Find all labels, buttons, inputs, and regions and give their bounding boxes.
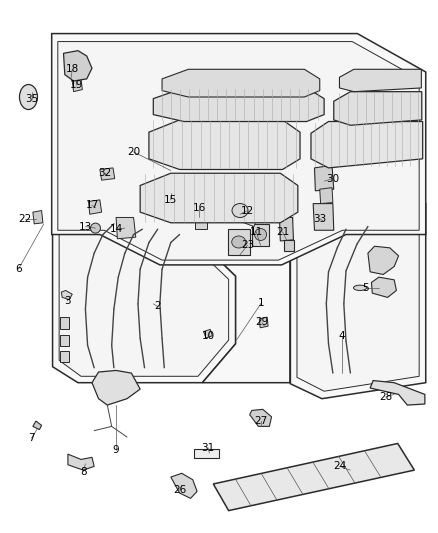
Polygon shape bbox=[153, 88, 324, 122]
Polygon shape bbox=[60, 317, 69, 329]
Polygon shape bbox=[162, 69, 320, 97]
Text: 27: 27 bbox=[254, 416, 267, 426]
Text: 20: 20 bbox=[127, 147, 140, 157]
Ellipse shape bbox=[254, 229, 267, 240]
Polygon shape bbox=[228, 229, 250, 255]
Text: 33: 33 bbox=[313, 214, 326, 223]
Text: 14: 14 bbox=[110, 224, 123, 234]
Polygon shape bbox=[33, 211, 43, 224]
Ellipse shape bbox=[91, 223, 100, 233]
Polygon shape bbox=[64, 51, 92, 81]
Text: 11: 11 bbox=[250, 227, 263, 237]
Text: 12: 12 bbox=[241, 206, 254, 215]
Polygon shape bbox=[339, 69, 421, 92]
Text: 1: 1 bbox=[258, 298, 265, 308]
Polygon shape bbox=[204, 329, 212, 338]
Polygon shape bbox=[53, 165, 236, 383]
Text: 28: 28 bbox=[379, 392, 392, 402]
Polygon shape bbox=[100, 168, 115, 180]
Polygon shape bbox=[59, 172, 229, 376]
Polygon shape bbox=[311, 122, 423, 168]
Polygon shape bbox=[72, 79, 82, 92]
Ellipse shape bbox=[232, 236, 246, 248]
Polygon shape bbox=[171, 473, 197, 498]
Text: 2: 2 bbox=[154, 302, 161, 311]
Text: 9: 9 bbox=[113, 446, 120, 455]
Text: 18: 18 bbox=[66, 64, 79, 74]
Polygon shape bbox=[166, 179, 180, 193]
Text: 8: 8 bbox=[80, 467, 87, 477]
Text: 17: 17 bbox=[85, 200, 99, 210]
Polygon shape bbox=[60, 351, 69, 362]
Text: 19: 19 bbox=[70, 80, 83, 90]
Polygon shape bbox=[314, 165, 334, 191]
Polygon shape bbox=[370, 381, 425, 405]
Text: 35: 35 bbox=[25, 94, 38, 103]
Text: 26: 26 bbox=[173, 486, 186, 495]
Polygon shape bbox=[116, 217, 136, 239]
Polygon shape bbox=[334, 92, 422, 125]
Polygon shape bbox=[33, 421, 42, 430]
Text: 10: 10 bbox=[201, 331, 215, 341]
Ellipse shape bbox=[232, 204, 248, 217]
Text: 7: 7 bbox=[28, 433, 35, 443]
Text: 15: 15 bbox=[164, 195, 177, 205]
Polygon shape bbox=[195, 217, 207, 229]
Text: 16: 16 bbox=[193, 203, 206, 213]
Polygon shape bbox=[68, 454, 94, 470]
Text: 31: 31 bbox=[201, 443, 215, 453]
Polygon shape bbox=[250, 409, 272, 426]
Polygon shape bbox=[284, 240, 294, 251]
Polygon shape bbox=[92, 370, 140, 405]
Text: 32: 32 bbox=[99, 168, 112, 178]
Polygon shape bbox=[320, 188, 333, 204]
Polygon shape bbox=[192, 200, 205, 217]
Text: 3: 3 bbox=[64, 296, 71, 306]
Polygon shape bbox=[279, 217, 293, 241]
Polygon shape bbox=[88, 200, 102, 214]
Text: 6: 6 bbox=[15, 264, 22, 274]
Polygon shape bbox=[259, 317, 268, 328]
Text: 24: 24 bbox=[333, 462, 346, 471]
Polygon shape bbox=[149, 120, 300, 169]
Polygon shape bbox=[61, 290, 72, 300]
Polygon shape bbox=[237, 213, 256, 227]
Text: 23: 23 bbox=[241, 240, 254, 250]
Polygon shape bbox=[58, 42, 419, 260]
Text: 30: 30 bbox=[326, 174, 339, 183]
Text: 4: 4 bbox=[338, 331, 345, 341]
Polygon shape bbox=[313, 204, 334, 230]
Polygon shape bbox=[164, 192, 179, 217]
Text: 29: 29 bbox=[255, 318, 268, 327]
Polygon shape bbox=[52, 34, 426, 265]
Ellipse shape bbox=[19, 85, 38, 109]
Polygon shape bbox=[368, 246, 399, 274]
Polygon shape bbox=[193, 235, 290, 383]
Polygon shape bbox=[290, 188, 426, 399]
Polygon shape bbox=[371, 277, 396, 297]
Text: 5: 5 bbox=[362, 283, 369, 293]
Polygon shape bbox=[252, 224, 269, 246]
Polygon shape bbox=[140, 173, 298, 223]
Ellipse shape bbox=[353, 285, 367, 290]
Text: 13: 13 bbox=[79, 222, 92, 231]
Polygon shape bbox=[60, 335, 69, 346]
Polygon shape bbox=[194, 449, 219, 458]
Polygon shape bbox=[213, 443, 414, 511]
Polygon shape bbox=[297, 195, 419, 391]
Text: 21: 21 bbox=[276, 227, 289, 237]
Text: 22: 22 bbox=[18, 214, 31, 223]
